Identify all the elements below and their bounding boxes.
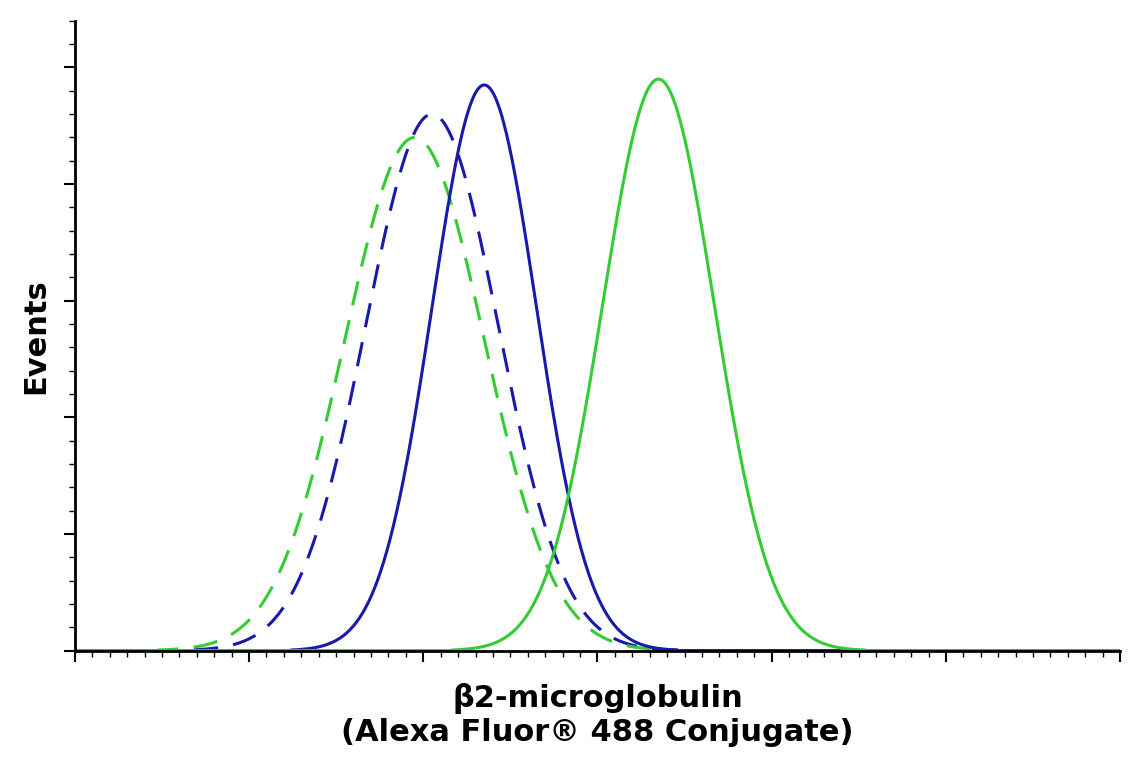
Y-axis label: Events: Events <box>21 278 50 394</box>
X-axis label: β2-microglobulin
(Alexa Fluor® 488 Conjugate): β2-microglobulin (Alexa Fluor® 488 Conju… <box>341 683 853 747</box>
